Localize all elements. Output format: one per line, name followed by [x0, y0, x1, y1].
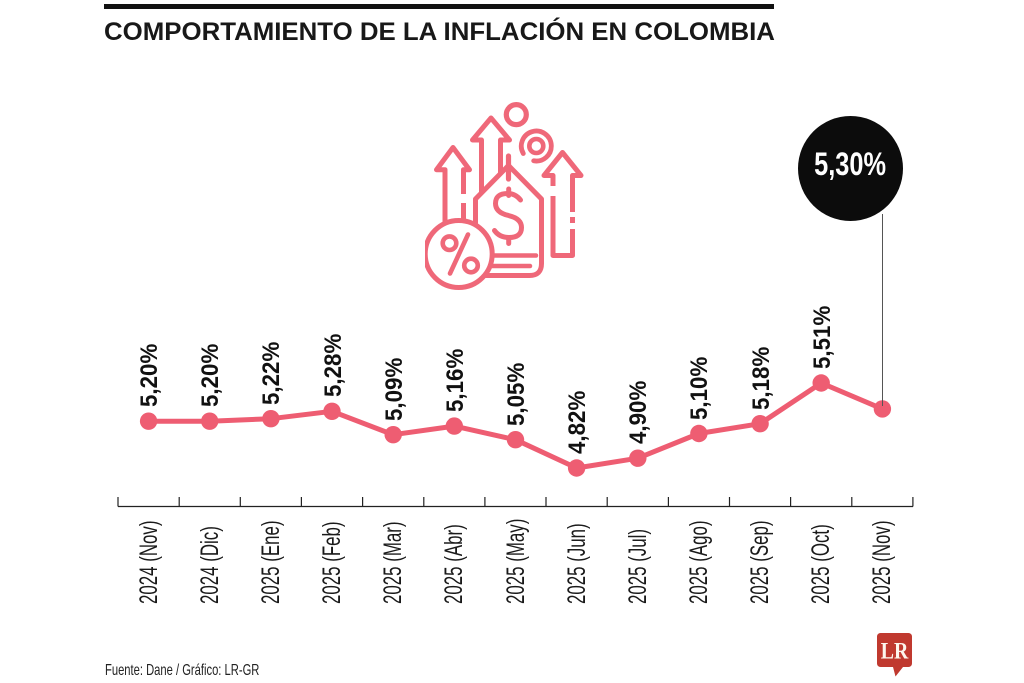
svg-text:LR: LR	[881, 639, 909, 664]
